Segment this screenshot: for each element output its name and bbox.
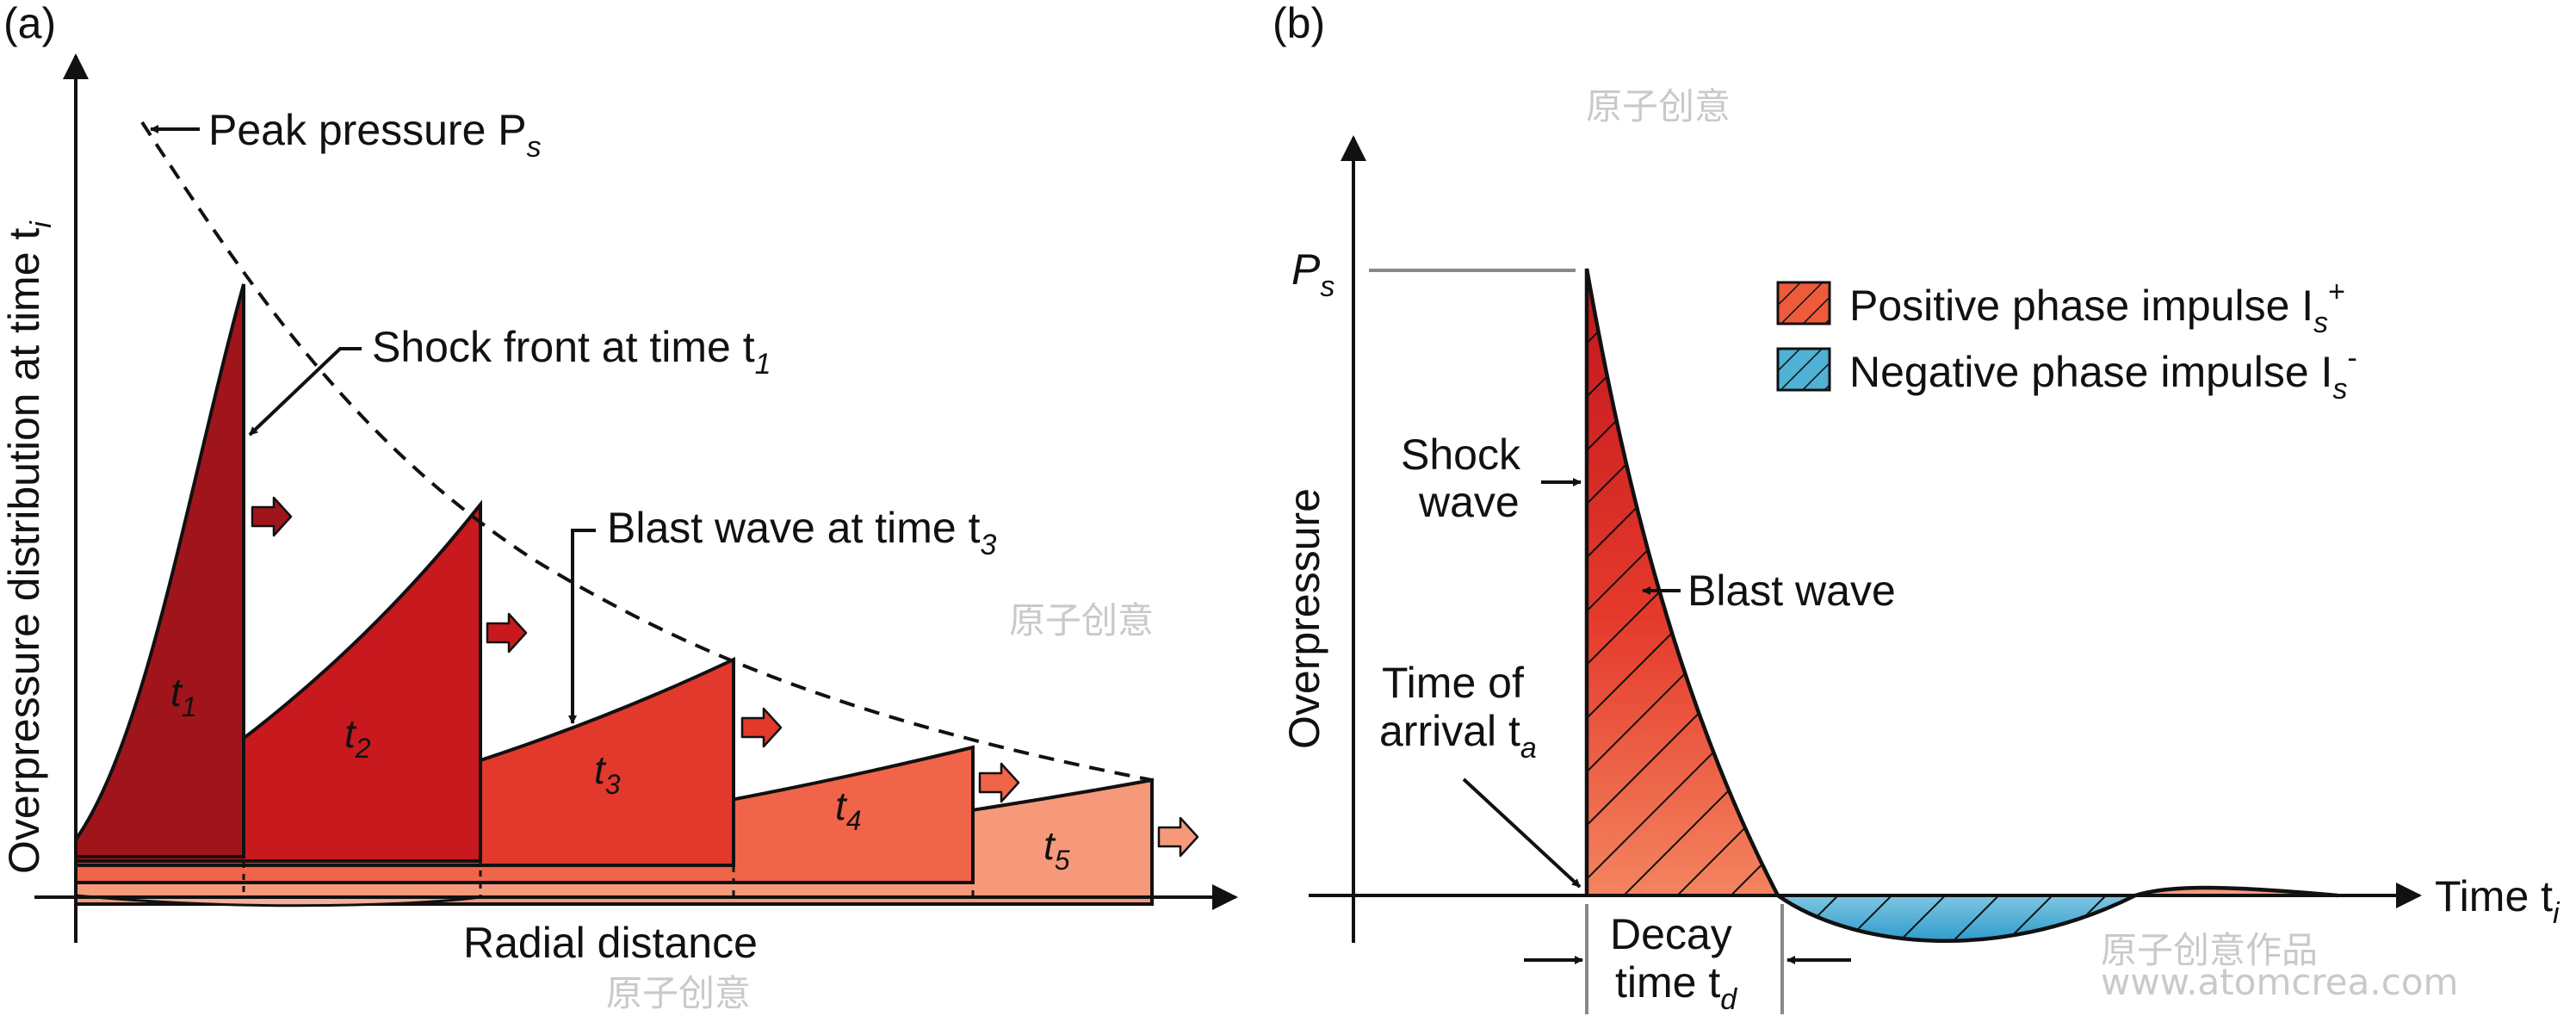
watermark-1: 原子创意: [1586, 85, 1731, 127]
pressure-time-curve: [1584, 268, 2338, 943]
wave-label-t5: t5: [1043, 823, 1070, 876]
dotted-guides: [242, 753, 975, 895]
panel-a-label: (a): [3, 0, 56, 47]
watermark-2: 原子创意: [1009, 599, 1154, 641]
arrival-pointer: [1462, 777, 1582, 889]
propagation-arrow-2: [486, 612, 528, 654]
legend-negative-hatch: [1778, 349, 1830, 390]
shock-front-label: Shock front at time t1: [372, 323, 771, 381]
shock-wave-label-line2: wave: [1418, 478, 1520, 526]
ps-label: Ps: [1291, 245, 1334, 303]
panel-b-y-axis-label: Overpressure: [1280, 488, 1328, 749]
legend: Positive phase impulse Is+ Negative phas…: [1776, 276, 2357, 406]
wave-label-t4: t4: [835, 784, 862, 836]
blast-wave-label: Blast wave at time t3: [607, 504, 997, 561]
peak-pressure-envelope: [140, 121, 1153, 782]
arrival-label-line1: Time of: [1382, 659, 1524, 707]
panel-a: (a) t1 t2 t3 t4 t5: [0, 0, 1238, 967]
watermark-4: 原子创意作品: [2101, 929, 2318, 971]
legend-negative-label: Negative phase impulse Is-: [1849, 342, 2357, 406]
watermark-5: www.atomcrea.com: [2101, 961, 2458, 1003]
shock-wave-label-line1: Shock: [1401, 431, 1521, 479]
panel-b-label: (b): [1273, 0, 1325, 47]
wave-label-t2: t2: [344, 711, 371, 764]
legend-positive-label: Positive phase impulse Is+: [1849, 276, 2345, 339]
shock-front-pointer: [248, 347, 362, 437]
panel-b: (b) Ps Decay time td Shock wave Blast wa…: [1273, 0, 2561, 1016]
decay-label-line2: time td: [1615, 958, 1737, 1016]
decay-label-line1: Decay: [1610, 910, 1732, 958]
propagation-arrows: [251, 496, 1199, 858]
propagation-arrow-4: [978, 762, 1020, 803]
legend-positive-hatch: [1778, 282, 1830, 324]
panel-a-y-axis-label: Overpressure distribution at time ti: [0, 220, 58, 874]
wave-label-t1: t1: [170, 670, 197, 722]
panel-a-x-axis-label: Radial distance: [463, 919, 758, 967]
blast-wave-b-label: Blast wave: [1687, 567, 1896, 615]
watermarks: 原子创意 原子创意 原子创意 原子创意作品 www.atomcrea.com: [606, 85, 2458, 1014]
positive-phase-hatch: [1587, 269, 1778, 895]
watermark-3: 原子创意: [606, 972, 751, 1014]
negative-phase-hatch: [1778, 895, 2135, 941]
blast-wave-pointer: [568, 529, 596, 724]
peak-pressure-label: Peak pressure Ps: [208, 106, 542, 164]
propagation-arrow-1: [251, 496, 293, 537]
propagation-arrow-3: [740, 707, 783, 748]
wave-label-t3: t3: [594, 747, 621, 800]
panel-b-x-axis-label: Time ti: [2435, 872, 2561, 930]
arrival-label-line2: arrival ta: [1379, 707, 1537, 765]
wave-t1: [74, 283, 245, 858]
propagation-arrow-5: [1157, 816, 1199, 858]
